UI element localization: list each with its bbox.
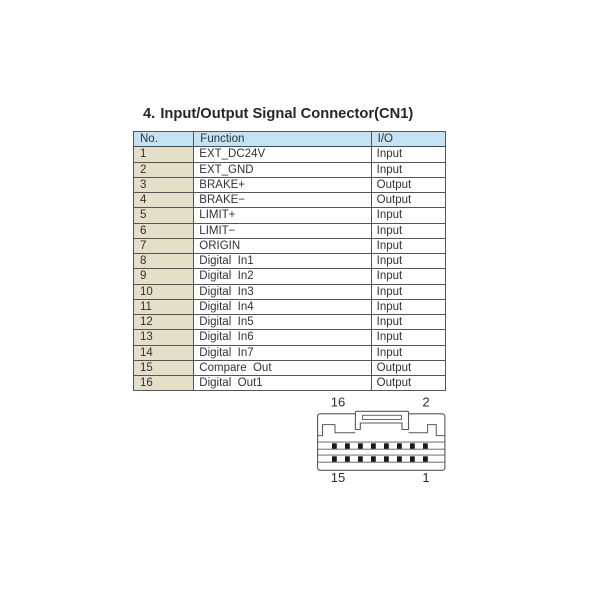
- svg-text:1: 1: [422, 470, 429, 485]
- svg-text:2: 2: [422, 395, 429, 410]
- svg-text:16: 16: [331, 395, 345, 410]
- svg-text:15: 15: [331, 470, 345, 485]
